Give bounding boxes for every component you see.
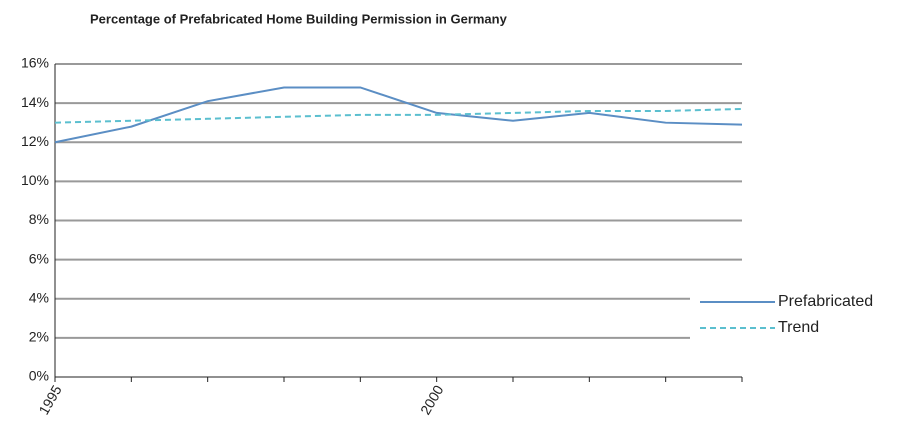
y-tick-label: 2% — [29, 329, 49, 345]
y-tick-label: 14% — [21, 94, 49, 110]
y-tick-label: 0% — [29, 368, 49, 384]
line-series — [54, 86, 743, 144]
y-tick-label: 8% — [29, 211, 49, 227]
line-series — [54, 107, 743, 124]
y-tick-label: 4% — [29, 289, 49, 305]
legend-label: Trend — [778, 319, 819, 336]
y-tick-label: 6% — [29, 250, 49, 266]
x-tick-label: 1995 — [35, 382, 65, 417]
y-tick-label: 12% — [21, 133, 49, 149]
legend-label: Prefabricated — [778, 293, 873, 310]
x-tick-label: 2000 — [417, 382, 447, 417]
chart-title: Percentage of Prefabricated Home Buildin… — [90, 11, 508, 26]
y-tick-label: 16% — [21, 55, 49, 71]
y-tick-label: 10% — [21, 172, 49, 188]
